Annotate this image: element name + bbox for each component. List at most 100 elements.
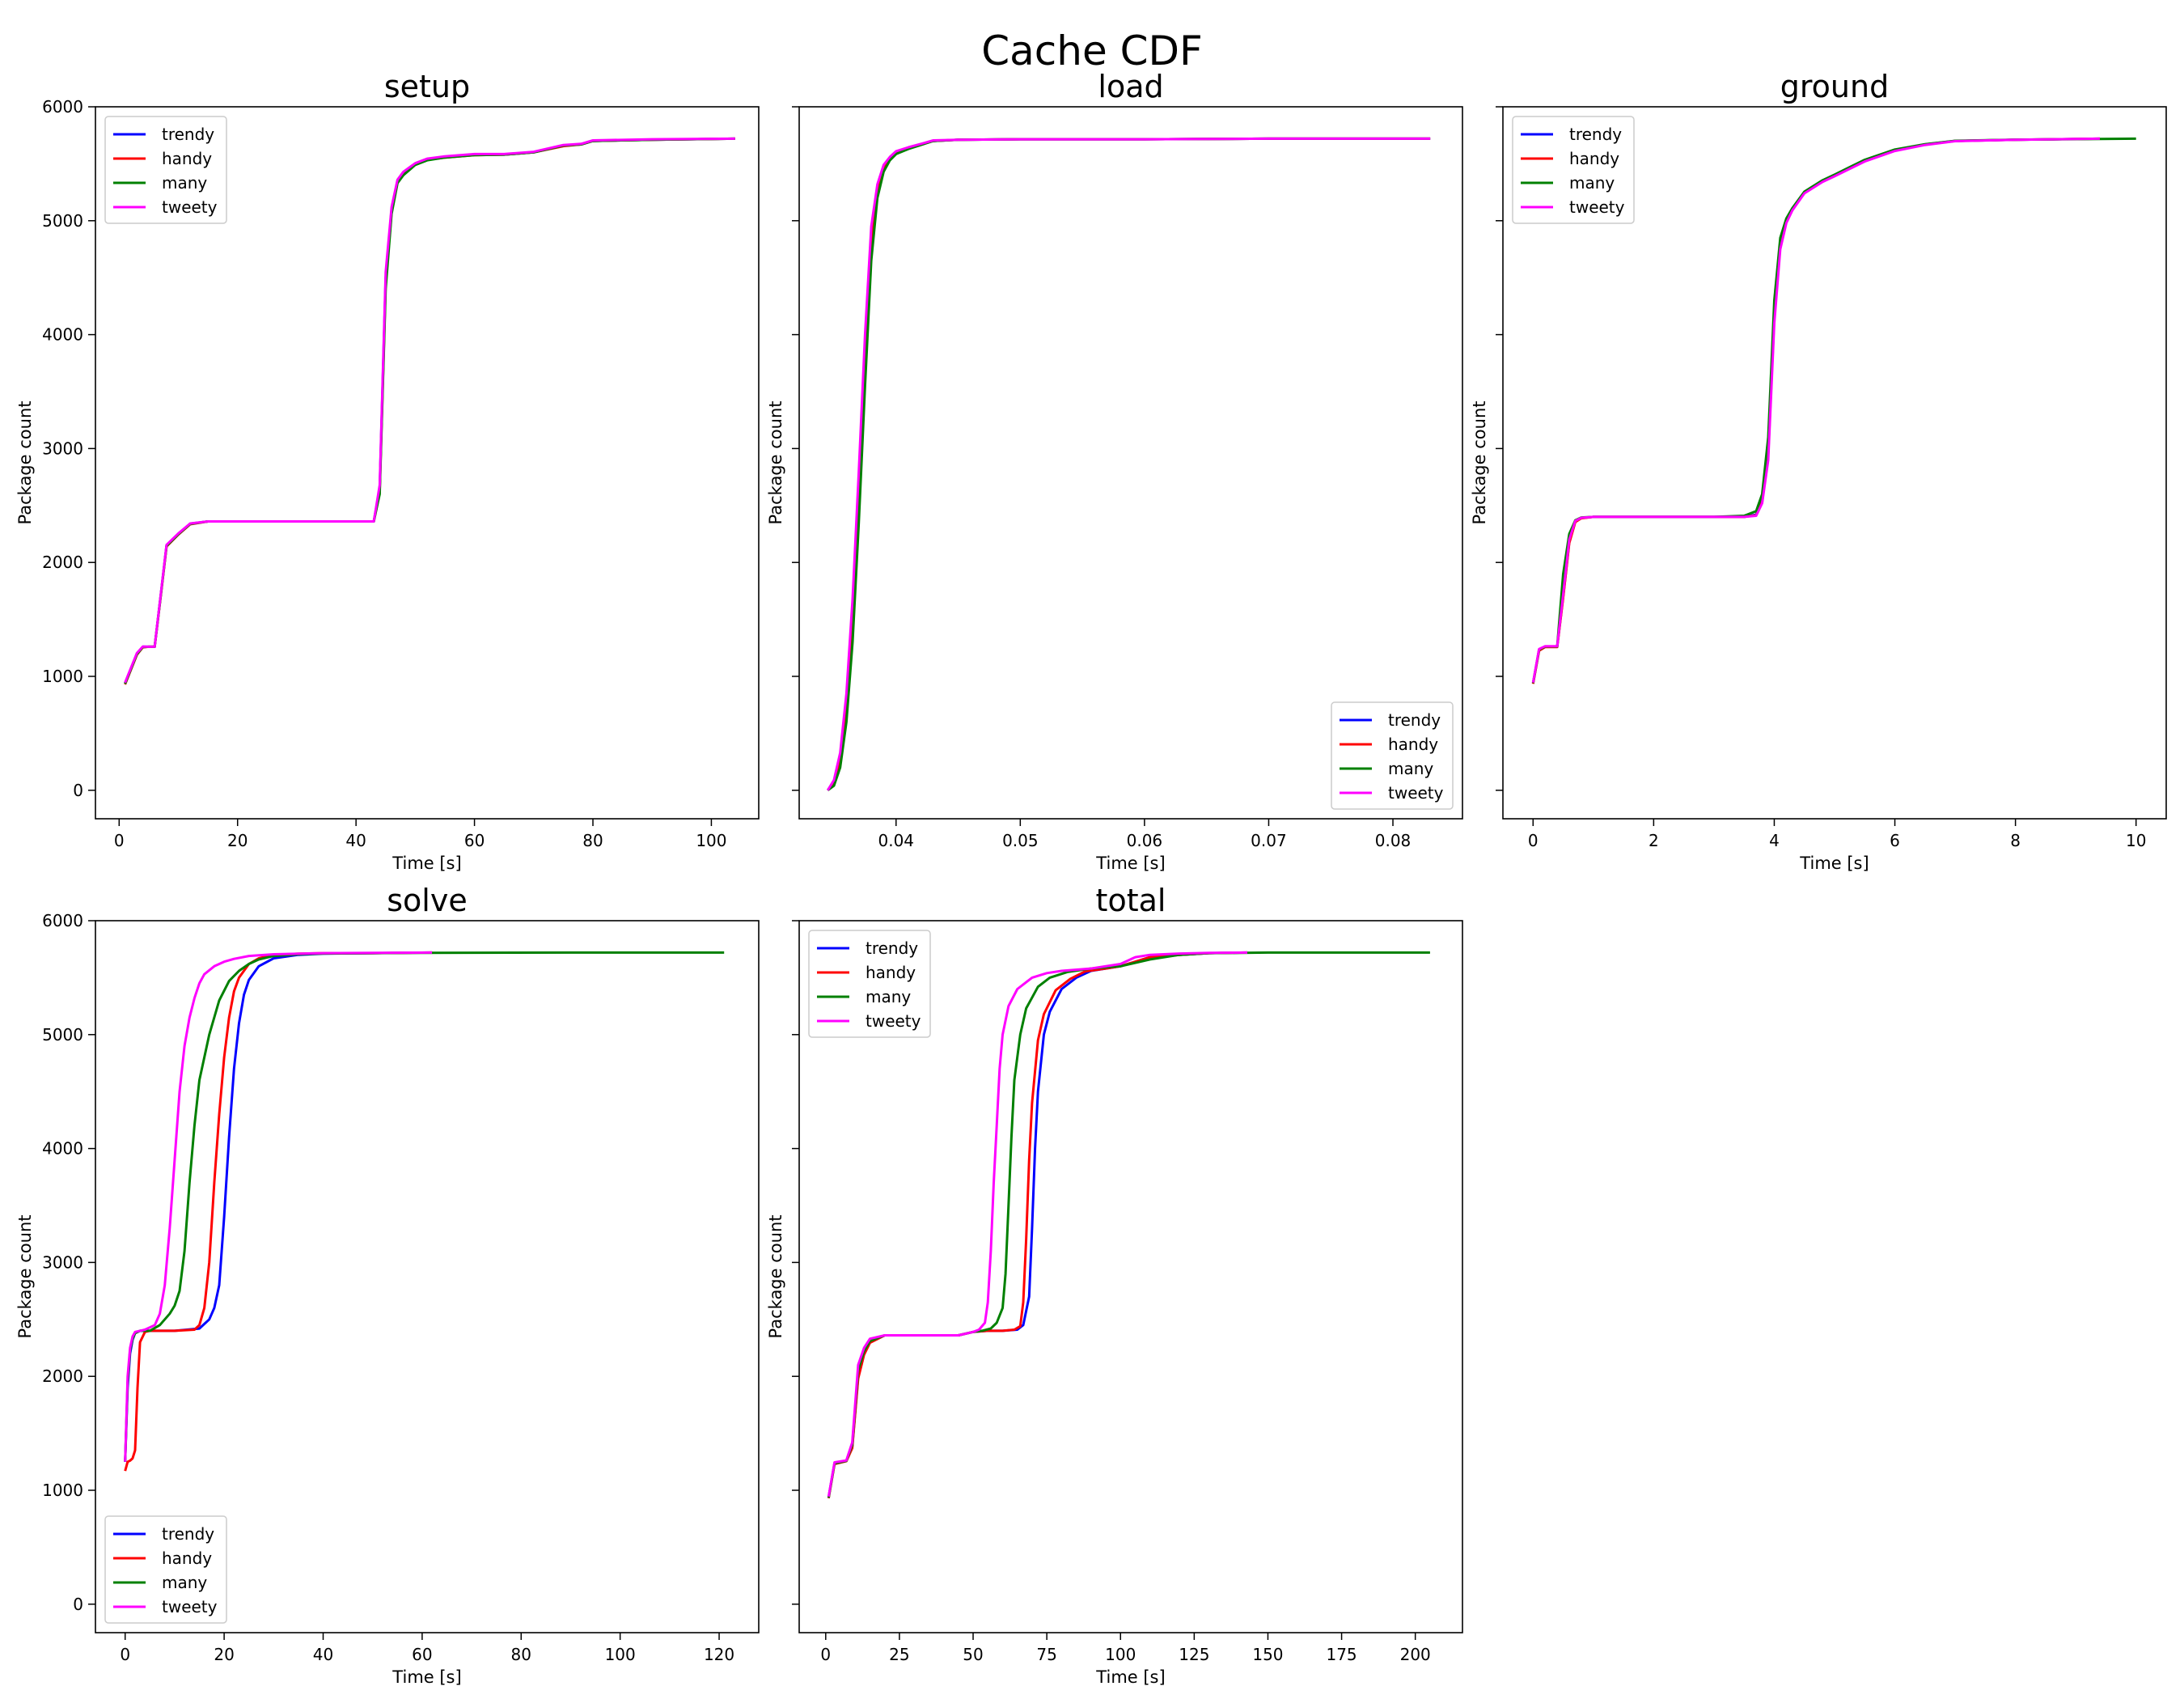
- x-tick-label: 100: [605, 1645, 636, 1664]
- legend-label-tweety: tweety: [1388, 783, 1444, 803]
- y-tick-label: 6000: [42, 911, 83, 930]
- y-axis-label: Package count: [15, 401, 35, 525]
- x-tick-label: 0.08: [1375, 831, 1412, 850]
- y-axis-label: Package count: [1470, 401, 1489, 525]
- x-tick-label: 25: [889, 1645, 909, 1664]
- y-tick-label: 5000: [42, 1025, 83, 1044]
- figure-title: Cache CDF: [981, 28, 1203, 74]
- x-tick-label: 100: [1105, 1645, 1136, 1664]
- y-tick-label: 3000: [42, 439, 83, 458]
- legend-label-trendy: trendy: [162, 1524, 214, 1544]
- x-tick-label: 2: [1649, 831, 1659, 850]
- y-axis-label: Package count: [766, 401, 785, 525]
- x-tick-label: 80: [582, 831, 603, 850]
- legend-label-trendy: trendy: [866, 938, 918, 958]
- panels: 0 20 40 60 80 1000100020003000400050006000set…: [15, 69, 2167, 1687]
- x-tick-label: 150: [1252, 1645, 1283, 1664]
- legend-label-handy: handy: [1569, 149, 1619, 168]
- panel-load: 0.04 0.05 0.06 0.07 0.08 load Time [s] Package …: [766, 69, 1463, 873]
- y-tick-label: 4000: [42, 325, 83, 345]
- legend-frame: [104, 116, 227, 224]
- series-group: [124, 951, 725, 1472]
- y-tick-label: 6000: [42, 97, 83, 117]
- x-tick-label: 20: [214, 1645, 234, 1664]
- x-tick-label: 60: [412, 1645, 432, 1664]
- x-tick-label: 0: [114, 831, 125, 850]
- y-tick-label: 1000: [42, 667, 83, 686]
- x-axis-label: Time [s]: [1095, 1667, 1165, 1687]
- series-line-tweety: [827, 137, 1431, 791]
- legend-label-tweety: tweety: [1569, 197, 1625, 217]
- legend: trendy handy many tweety: [104, 116, 227, 224]
- axes-frame: [798, 106, 1463, 820]
- legend-label-handy: handy: [866, 963, 916, 982]
- x-tick-label: 0: [1528, 831, 1539, 850]
- legend: trendy handy many tweety: [1331, 701, 1454, 810]
- series-group: [827, 951, 1430, 1499]
- x-tick-label: 8: [2010, 831, 2021, 850]
- legend-label-handy: handy: [1388, 735, 1438, 754]
- y-tick-label: 2000: [42, 1366, 83, 1386]
- x-tick-label: 0.06: [1127, 831, 1163, 850]
- axes-frame: [1502, 106, 2167, 820]
- x-tick-label: 80: [511, 1645, 531, 1664]
- series-group: [827, 137, 1431, 792]
- legend-label-many: many: [162, 173, 207, 193]
- x-tick-label: 40: [313, 1645, 333, 1664]
- legend-label-many: many: [866, 987, 911, 1006]
- legend-label-trendy: trendy: [162, 125, 214, 144]
- y-tick-label: 4000: [42, 1139, 83, 1159]
- x-axis-label: Time [s]: [392, 1667, 461, 1687]
- legend-label-trendy: trendy: [1569, 125, 1622, 144]
- legend-label-handy: handy: [162, 149, 212, 168]
- panel-title: setup: [384, 69, 470, 104]
- legend: trendy handy many tweety: [808, 930, 931, 1038]
- x-tick-label: 0: [120, 1645, 130, 1664]
- x-tick-label: 0.07: [1251, 831, 1287, 850]
- panel-ground: 0 2 4 6 8 10 ground Time [s] Package count trendy…: [1470, 69, 2167, 873]
- x-tick-label: 60: [464, 831, 485, 850]
- legend-frame: [104, 1515, 227, 1624]
- series-line-tweety: [1531, 137, 2101, 683]
- series-group: [1531, 137, 2136, 684]
- y-tick-label: 2000: [42, 553, 83, 572]
- y-tick-label: 3000: [42, 1252, 83, 1272]
- legend-label-trendy: trendy: [1388, 710, 1441, 730]
- x-tick-label: 10: [2126, 831, 2146, 850]
- x-tick-label: 50: [963, 1645, 983, 1664]
- legend: trendy handy many tweety: [104, 1515, 227, 1624]
- panel-solve: 0 20 40 60 80 100 120 0 1000 2000 3000 4000 5000 6000…: [15, 883, 760, 1687]
- x-tick-label: 75: [1036, 1645, 1056, 1664]
- x-tick-label: 6: [1890, 831, 1900, 850]
- x-tick-label: 40: [345, 831, 366, 850]
- axes-frame: [798, 920, 1463, 1633]
- panel-title: ground: [1780, 69, 1889, 104]
- panel-title: load: [1098, 69, 1163, 104]
- series-group: [124, 137, 735, 685]
- x-tick-label: 125: [1179, 1645, 1209, 1664]
- x-tick-label: 100: [696, 831, 726, 850]
- legend-label-many: many: [1569, 173, 1615, 193]
- x-axis-label: Time [s]: [1095, 854, 1165, 873]
- legend-label-tweety: tweety: [162, 1597, 218, 1616]
- legend-label-handy: handy: [162, 1549, 212, 1568]
- legend: trendy handy many tweety: [1512, 116, 1635, 224]
- y-axis-label: Package count: [15, 1215, 35, 1339]
- legend-label-tweety: tweety: [866, 1011, 921, 1031]
- legend-label-many: many: [162, 1573, 207, 1592]
- x-tick-label: 20: [227, 831, 248, 850]
- y-tick-label: 1000: [42, 1481, 83, 1500]
- legend-label-tweety: tweety: [162, 197, 218, 217]
- axes-frame: [95, 106, 760, 820]
- panel-setup: 0 20 40 60 80 1000100020003000400050006000set…: [15, 69, 760, 873]
- axes-frame: [95, 920, 760, 1633]
- y-tick-label: 0: [73, 1595, 83, 1614]
- x-tick-label: 0: [820, 1645, 831, 1664]
- panel-total: 0 25 50 75 100 125 150 175 200 total Time [s] Packa…: [766, 883, 1463, 1687]
- legend-frame: [808, 930, 931, 1038]
- x-axis-label: Time [s]: [392, 854, 461, 873]
- x-tick-label: 120: [704, 1645, 734, 1664]
- x-tick-label: 200: [1400, 1645, 1431, 1664]
